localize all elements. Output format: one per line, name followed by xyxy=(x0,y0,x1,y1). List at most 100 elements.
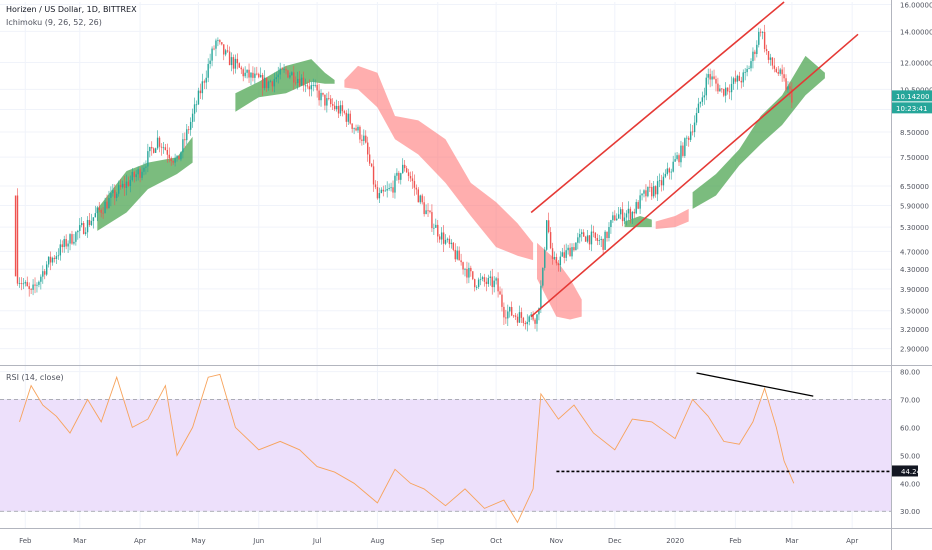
candle-body xyxy=(131,171,134,180)
candle-body xyxy=(374,184,377,188)
candle-body xyxy=(44,271,46,275)
candle-body xyxy=(403,164,406,169)
candle-body xyxy=(61,244,63,248)
candle-body xyxy=(199,90,202,94)
candle-body xyxy=(664,173,667,177)
candle-body xyxy=(347,113,349,122)
candle-body xyxy=(388,187,390,189)
candle-body xyxy=(464,268,466,270)
candle-body xyxy=(623,217,626,222)
candle-body xyxy=(577,237,579,243)
candle-body xyxy=(596,238,598,241)
candle-body xyxy=(481,277,484,279)
candle-body xyxy=(773,65,776,69)
candle-body xyxy=(281,68,283,70)
candle-body xyxy=(579,234,581,238)
candle-body xyxy=(139,169,141,178)
candle-body xyxy=(86,219,89,233)
candle-body xyxy=(273,79,276,87)
candle-body xyxy=(378,193,381,199)
candle-body xyxy=(16,195,19,284)
candle-body xyxy=(291,72,293,76)
candle-body xyxy=(750,61,752,69)
candle-body xyxy=(479,278,482,280)
candle-body xyxy=(232,57,235,69)
candle-body xyxy=(726,87,729,92)
candle-body xyxy=(337,105,340,114)
candle-body xyxy=(616,218,618,221)
candle-body xyxy=(633,211,635,214)
candle-body xyxy=(688,137,690,140)
candle-body xyxy=(330,98,332,105)
candle-body xyxy=(221,42,223,45)
candle-body xyxy=(765,49,768,52)
candle-body xyxy=(534,319,536,324)
candle-body xyxy=(108,197,110,209)
candle-body xyxy=(213,48,215,50)
candle-body xyxy=(763,31,766,50)
candle-body xyxy=(129,179,132,186)
candle-body xyxy=(63,238,65,248)
candle-body xyxy=(402,164,404,174)
candle-body xyxy=(684,138,686,156)
candle-body xyxy=(497,278,499,292)
ichimoku-legend[interactable]: Ichimoku (9, 26, 52, 26) xyxy=(6,18,102,27)
candle-body xyxy=(509,307,511,312)
candle-body xyxy=(584,236,587,242)
candle-body xyxy=(188,129,190,131)
candle-body xyxy=(230,57,233,66)
trend-channel xyxy=(530,1,859,318)
candle-body xyxy=(709,74,711,80)
candle-body xyxy=(756,44,758,54)
candle-body xyxy=(88,219,91,226)
candle-body xyxy=(263,77,266,89)
candle-body xyxy=(154,148,157,153)
candle-body xyxy=(300,77,303,86)
candle-body xyxy=(499,291,501,295)
cloud-bull xyxy=(97,136,193,231)
rsi-tick-label: 40.00 xyxy=(900,480,920,488)
candle-body xyxy=(339,105,342,114)
candle-body xyxy=(316,85,318,91)
candle-body xyxy=(153,148,155,153)
candle-body xyxy=(417,189,420,203)
candle-body xyxy=(734,78,737,82)
candle-body xyxy=(510,307,513,316)
candle-body xyxy=(777,72,779,74)
candle-body xyxy=(405,168,408,173)
price-tick-label: 5.90000 xyxy=(900,203,929,211)
candle-body xyxy=(582,232,585,237)
current-price-label: 10.14200 xyxy=(896,93,929,101)
candle-body xyxy=(742,72,744,83)
cloud-bear xyxy=(344,65,534,261)
candle-body xyxy=(333,105,336,110)
candle-body xyxy=(693,122,696,133)
candle-body xyxy=(475,286,478,288)
candle-body xyxy=(400,173,402,180)
time-tick-label: 2020 xyxy=(666,537,684,545)
symbol-legend[interactable]: Horizen / US Dollar, 1D, BITTREX xyxy=(6,5,137,14)
countdown-badge xyxy=(892,102,932,114)
rsi-tick-label: 60.00 xyxy=(900,424,920,432)
candle-body xyxy=(302,77,305,86)
candle-body xyxy=(612,215,614,221)
candle-body xyxy=(614,215,616,221)
candle-body xyxy=(454,249,456,260)
candle-body xyxy=(666,168,669,174)
candle-body xyxy=(446,238,449,240)
candle-body xyxy=(246,69,248,73)
candle-body xyxy=(781,69,783,75)
candle-body xyxy=(553,257,556,259)
candle-body xyxy=(789,86,791,90)
candle-body xyxy=(559,256,562,266)
rsi-legend[interactable]: RSI (14, close) xyxy=(6,373,64,382)
candle-body xyxy=(699,101,702,104)
candle-body xyxy=(472,271,474,280)
channel-lower-line xyxy=(530,33,859,318)
candle-body xyxy=(651,186,653,197)
candle-body xyxy=(141,171,143,178)
candle-body xyxy=(205,77,207,83)
candle-body xyxy=(540,285,542,309)
candle-body xyxy=(791,89,793,103)
cloud-bull xyxy=(235,59,335,112)
